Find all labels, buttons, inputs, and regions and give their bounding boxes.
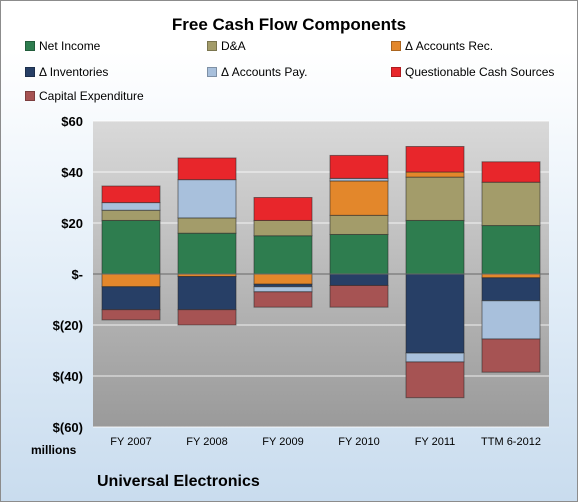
legend-entry-inventories: Δ Inventories: [25, 65, 108, 79]
x-tick-label: FY 2010: [338, 436, 379, 448]
bar-segment: [101, 219, 161, 275]
x-tick-label: TTM 6-2012: [481, 436, 541, 448]
bar-segment: [481, 300, 541, 340]
y-tick-label: $40: [61, 165, 83, 180]
chart-title: Free Cash Flow Components: [171, 15, 407, 34]
legend-swatch: [391, 67, 401, 77]
bar-segment: [177, 157, 237, 181]
bar-segment: [405, 171, 465, 178]
bar-segment: [405, 219, 465, 275]
legend-swatch: [391, 41, 401, 51]
company-name: Universal Electronics: [97, 473, 260, 490]
x-tick-label: FY 2008: [186, 436, 227, 448]
y-tick-label: $(20): [53, 318, 83, 333]
bar-segment: [329, 233, 389, 275]
bar-segment: [101, 309, 161, 321]
bar-segment: [481, 277, 541, 302]
bar-segment: [481, 273, 541, 279]
bar-segment: [481, 225, 541, 275]
legend-label: Capital Expenditure: [39, 89, 144, 103]
bar-segment: [253, 286, 313, 293]
bar-segment: [405, 273, 465, 354]
bar-segment: [177, 179, 237, 219]
bar-segment: [329, 284, 389, 308]
x-tick-label: FY 2011: [415, 436, 456, 448]
bar-segment: [481, 338, 541, 373]
legend-label: Questionable Cash Sources: [405, 65, 555, 79]
units-label: millions: [31, 443, 77, 457]
legend-entry-net-income: Net Income: [25, 39, 100, 53]
legend-swatch: [207, 41, 217, 51]
legend-swatch: [207, 67, 217, 77]
legend-swatch: [25, 41, 35, 51]
bar-segment: [177, 217, 237, 234]
bar-segment: [177, 309, 237, 326]
y-tick-label: $20: [61, 216, 83, 231]
bar-segment: [253, 291, 313, 308]
bar-segment: [253, 235, 313, 275]
bar-segment: [177, 232, 237, 275]
bar-segment: [101, 286, 161, 311]
y-tick-label: $(60): [53, 420, 83, 435]
bar-segment: [101, 209, 161, 221]
bar-segment: [101, 185, 161, 204]
y-tick-label: $(40): [53, 369, 83, 384]
bar-segment: [177, 276, 237, 311]
bar-segment: [253, 219, 313, 237]
legend-swatch: [25, 67, 35, 77]
bar-segment: [329, 273, 389, 286]
y-tick-label: $60: [61, 114, 83, 129]
legend-label: Net Income: [39, 39, 101, 53]
bar-segment: [101, 273, 161, 288]
bar-segment: [329, 180, 389, 216]
bar-segment: [405, 146, 465, 173]
legend-label: Δ Accounts Rec.: [405, 39, 494, 53]
legend-entry-questionable-cash: Questionable Cash Sources: [391, 65, 554, 79]
bar-segment: [329, 214, 389, 235]
legend-entry-da: D&A: [207, 39, 246, 53]
legend-entry-accounts-rec: Δ Accounts Rec.: [391, 39, 493, 53]
legend-label: Δ Accounts Pay.: [221, 65, 308, 79]
bar-segment: [405, 361, 465, 399]
legend-swatch: [25, 91, 35, 101]
x-tick-label: FY 2007: [110, 436, 151, 448]
bar-segment: [481, 161, 541, 183]
x-tick-label: FY 2009: [262, 436, 303, 448]
legend-label: D&A: [221, 39, 246, 53]
bar-segment: [329, 154, 389, 179]
legend-label: Δ Inventories: [39, 65, 109, 79]
bar-segment: [405, 352, 465, 363]
bar-segment: [253, 273, 313, 285]
legend-entry-capex: Capital Expenditure: [25, 89, 144, 103]
bar-segment: [253, 197, 313, 221]
y-tick-label: $-: [71, 267, 83, 282]
bar-segment: [101, 202, 161, 211]
bar-segment: [405, 176, 465, 221]
legend-entry-accounts-pay: Δ Accounts Pay.: [207, 65, 308, 79]
bar-segment: [481, 181, 541, 227]
